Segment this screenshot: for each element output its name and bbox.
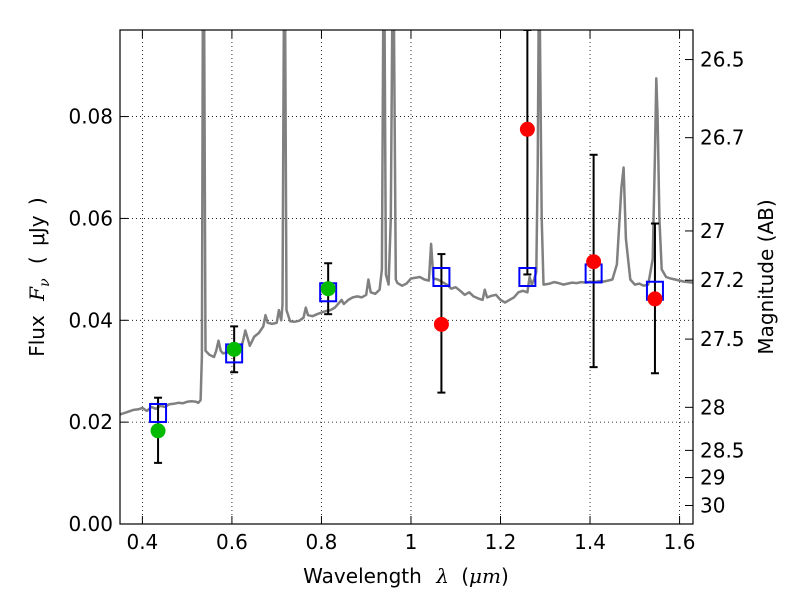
- right-tick-label: 27: [700, 219, 725, 243]
- x-axis-title-unit: μm: [469, 564, 501, 588]
- y-axis-title: Flux Fν ( μJy ): [25, 197, 54, 357]
- x-tick-label: 1.6: [664, 530, 696, 554]
- right-tick-label: 30: [700, 494, 725, 518]
- x-tick-label: 1.2: [485, 530, 517, 554]
- y-axis-title-unit: μJy: [25, 215, 49, 246]
- x-axis-title-symbol: λ: [435, 564, 449, 588]
- observed-flux-point: [433, 316, 449, 332]
- observed-flux-point: [647, 291, 663, 307]
- x-tick-label: 1: [405, 530, 418, 554]
- y-axis-title-unit-close: ): [25, 197, 49, 205]
- x-axis-title: Wavelength λ (μm): [303, 564, 509, 588]
- observed-flux-point: [150, 423, 166, 439]
- y-axis-title-prefix: Flux: [25, 315, 49, 357]
- right-tick-label: 28.5: [700, 438, 745, 462]
- x-tick-label: 1.4: [574, 530, 606, 554]
- x-tick-label: 0.4: [126, 530, 158, 554]
- axis-ticks: 0.4 0.6 0.8 1 1.2 1.4 1.6 0.00 0.02 0.04 0.06 0.08 2…: [68, 30, 745, 554]
- y-tick-label: 0.08: [68, 105, 113, 129]
- y-axis-title-subscript: ν: [37, 278, 53, 287]
- right-tick-label: 26.7: [700, 126, 745, 150]
- observed-flux-point: [320, 281, 336, 297]
- observed-flux-point: [519, 121, 535, 137]
- x-axis-title-unit-close: ): [501, 564, 509, 588]
- observed-flux-point: [226, 341, 242, 357]
- x-axis-title-prefix: Wavelength: [303, 564, 422, 588]
- x-axis-title-unit-open: (: [461, 564, 469, 588]
- right-tick-label: 29: [700, 466, 725, 490]
- y-tick-label: 0.04: [68, 308, 113, 332]
- y-axis-title-unit-open: (: [25, 256, 49, 264]
- right-axis-title: Magnitude (AB): [754, 199, 778, 354]
- plot-frame: [119, 29, 694, 525]
- x-tick-label: 0.6: [216, 530, 248, 554]
- observed-flux-point: [586, 254, 602, 270]
- y-tick-label: 0.06: [68, 206, 113, 230]
- right-tick-label: 27.2: [700, 268, 745, 292]
- right-tick-label: 28: [700, 395, 725, 419]
- model-photometry-box: [149, 402, 168, 423]
- x-tick-label: 0.8: [306, 530, 338, 554]
- y-tick-label: 0.00: [68, 512, 113, 536]
- points-layer: [149, 30, 664, 464]
- right-tick-label: 27.5: [700, 327, 745, 351]
- model-photometry-box: [432, 267, 451, 287]
- y-tick-label: 0.02: [68, 410, 113, 434]
- model-photometry-box: [518, 267, 537, 287]
- right-tick-label: 26.5: [700, 48, 745, 72]
- y-axis-title-symbol: F: [25, 286, 49, 302]
